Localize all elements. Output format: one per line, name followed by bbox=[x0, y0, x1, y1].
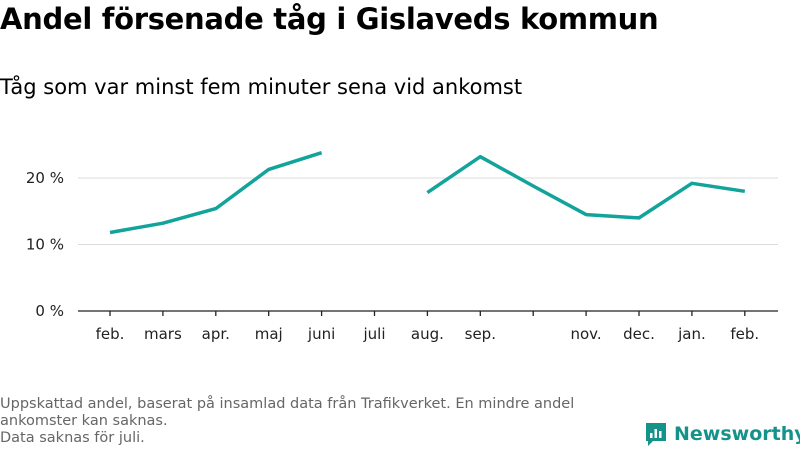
newsworthy-logo: Newsworthy bbox=[644, 420, 800, 448]
line-chart: 0 % 10 % 20 % feb. mars apr. maj juni juli aug. se… bbox=[26, 151, 778, 343]
x-tick-label: apr. bbox=[202, 325, 230, 343]
y-tick-label: 0 % bbox=[35, 302, 64, 320]
x-tick-label: maj bbox=[255, 325, 283, 343]
footnote-source: Uppskattad andel, baserat på insamlad da… bbox=[0, 396, 575, 429]
x-tick-label: mars bbox=[144, 325, 182, 343]
x-tick-label: nov. bbox=[571, 325, 602, 343]
x-tick-label: sep. bbox=[465, 325, 496, 343]
y-tick-label: 10 % bbox=[26, 236, 64, 254]
footnote-missing-data: Data saknas för juli. bbox=[0, 430, 145, 446]
series-line-segment bbox=[426, 154, 746, 220]
x-tick-label: feb. bbox=[96, 325, 125, 343]
x-tick-label: dec. bbox=[623, 325, 655, 343]
footnote: Uppskattad andel, baserat på insamlad da… bbox=[0, 396, 630, 447]
series-layer bbox=[109, 151, 746, 235]
x-axis bbox=[78, 310, 778, 316]
x-tick-label: juli bbox=[362, 325, 385, 343]
newsworthy-logo-text: Newsworthy bbox=[674, 423, 800, 445]
gridlines bbox=[78, 177, 778, 245]
newsworthy-logo-icon bbox=[646, 423, 666, 446]
x-tick-label: jan. bbox=[677, 325, 706, 343]
x-tick-label: aug. bbox=[411, 325, 444, 343]
tick-labels: 0 % 10 % 20 % feb. mars apr. maj juni juli aug. se… bbox=[26, 169, 759, 343]
y-tick-label: 20 % bbox=[26, 169, 64, 187]
x-tick-label: feb. bbox=[730, 325, 759, 343]
x-tick-label: juni bbox=[307, 325, 335, 343]
chart-title: Andel försenade tåg i Gislaveds kommun bbox=[0, 2, 659, 36]
series-line-segment bbox=[109, 151, 323, 235]
chart-subtitle: Tåg som var minst fem minuter sena vid a… bbox=[0, 75, 523, 99]
